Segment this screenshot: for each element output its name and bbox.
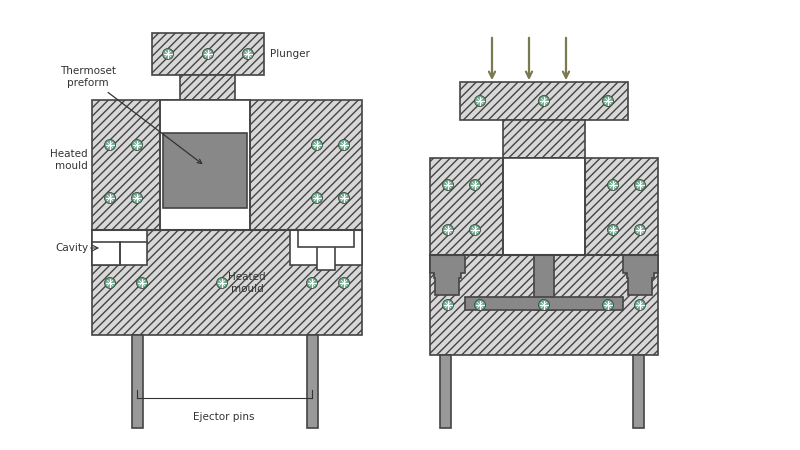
Bar <box>307 335 318 428</box>
Circle shape <box>607 180 618 190</box>
Circle shape <box>162 49 174 59</box>
Bar <box>503 120 585 158</box>
Bar <box>290 230 362 265</box>
Text: Thermoset
preform: Thermoset preform <box>60 67 202 163</box>
Circle shape <box>442 225 454 235</box>
Bar <box>460 82 628 120</box>
Bar <box>633 355 644 428</box>
Bar <box>503 158 585 255</box>
Text: Ejector pins: Ejector pins <box>194 412 254 422</box>
Bar <box>92 230 147 265</box>
Circle shape <box>602 95 614 107</box>
Bar <box>132 335 143 428</box>
Circle shape <box>105 140 115 150</box>
Circle shape <box>311 193 322 203</box>
Polygon shape <box>623 255 658 295</box>
Circle shape <box>306 278 318 288</box>
Circle shape <box>470 225 481 235</box>
Text: Plunger: Plunger <box>270 49 310 59</box>
Circle shape <box>607 225 618 235</box>
Circle shape <box>634 180 646 190</box>
Circle shape <box>242 49 254 59</box>
Text: Heated
mould: Heated mould <box>228 272 266 294</box>
Circle shape <box>474 95 486 107</box>
Circle shape <box>131 193 142 203</box>
Polygon shape <box>430 255 465 295</box>
Bar <box>92 230 362 335</box>
Bar <box>465 297 623 310</box>
Circle shape <box>602 300 614 310</box>
Circle shape <box>338 193 350 203</box>
Circle shape <box>311 140 322 150</box>
Text: Cavity: Cavity <box>55 243 88 253</box>
Bar <box>430 255 658 355</box>
Circle shape <box>338 140 350 150</box>
Bar <box>92 100 362 230</box>
Circle shape <box>442 180 454 190</box>
Circle shape <box>474 300 486 310</box>
Circle shape <box>338 278 350 288</box>
Bar <box>160 100 250 230</box>
Bar <box>92 242 120 265</box>
Circle shape <box>442 300 454 310</box>
Circle shape <box>105 278 115 288</box>
Bar <box>152 33 264 75</box>
Bar <box>430 158 658 255</box>
Circle shape <box>131 140 142 150</box>
Bar <box>298 230 354 247</box>
Circle shape <box>202 49 214 59</box>
Circle shape <box>634 300 646 310</box>
Bar <box>440 355 451 428</box>
Bar <box>180 75 235 125</box>
Bar <box>534 255 554 310</box>
Circle shape <box>105 193 115 203</box>
Bar <box>317 230 335 270</box>
Circle shape <box>634 225 646 235</box>
Circle shape <box>470 180 481 190</box>
Circle shape <box>217 278 227 288</box>
Circle shape <box>538 300 550 310</box>
Circle shape <box>137 278 147 288</box>
Bar <box>163 133 247 208</box>
Text: Heated
mould: Heated mould <box>50 149 88 171</box>
Circle shape <box>538 95 550 107</box>
